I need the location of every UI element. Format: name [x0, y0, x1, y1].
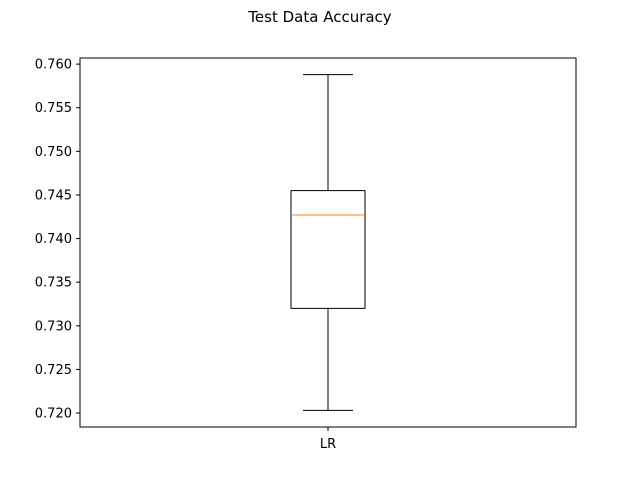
y-tick-label: 0.730: [35, 319, 72, 334]
chart-title: Test Data Accuracy: [247, 8, 391, 26]
y-tick-label: 0.740: [35, 232, 72, 247]
y-tick-label: 0.755: [35, 101, 72, 116]
plot-area: 0.720 0.725 0.730 0.735 0.740 0.745 0.750 0.755…: [35, 57, 577, 452]
iqr-box: [290, 190, 366, 309]
y-tick-label: 0.720: [35, 407, 72, 422]
y-tick-label: 0.735: [35, 276, 72, 291]
x-tick-label: LR: [320, 437, 336, 452]
y-tick-label: 0.725: [35, 363, 72, 378]
y-tick-label: 0.750: [35, 145, 72, 160]
y-tick-label: 0.745: [35, 188, 72, 203]
y-tick-label: 0.760: [35, 58, 72, 73]
